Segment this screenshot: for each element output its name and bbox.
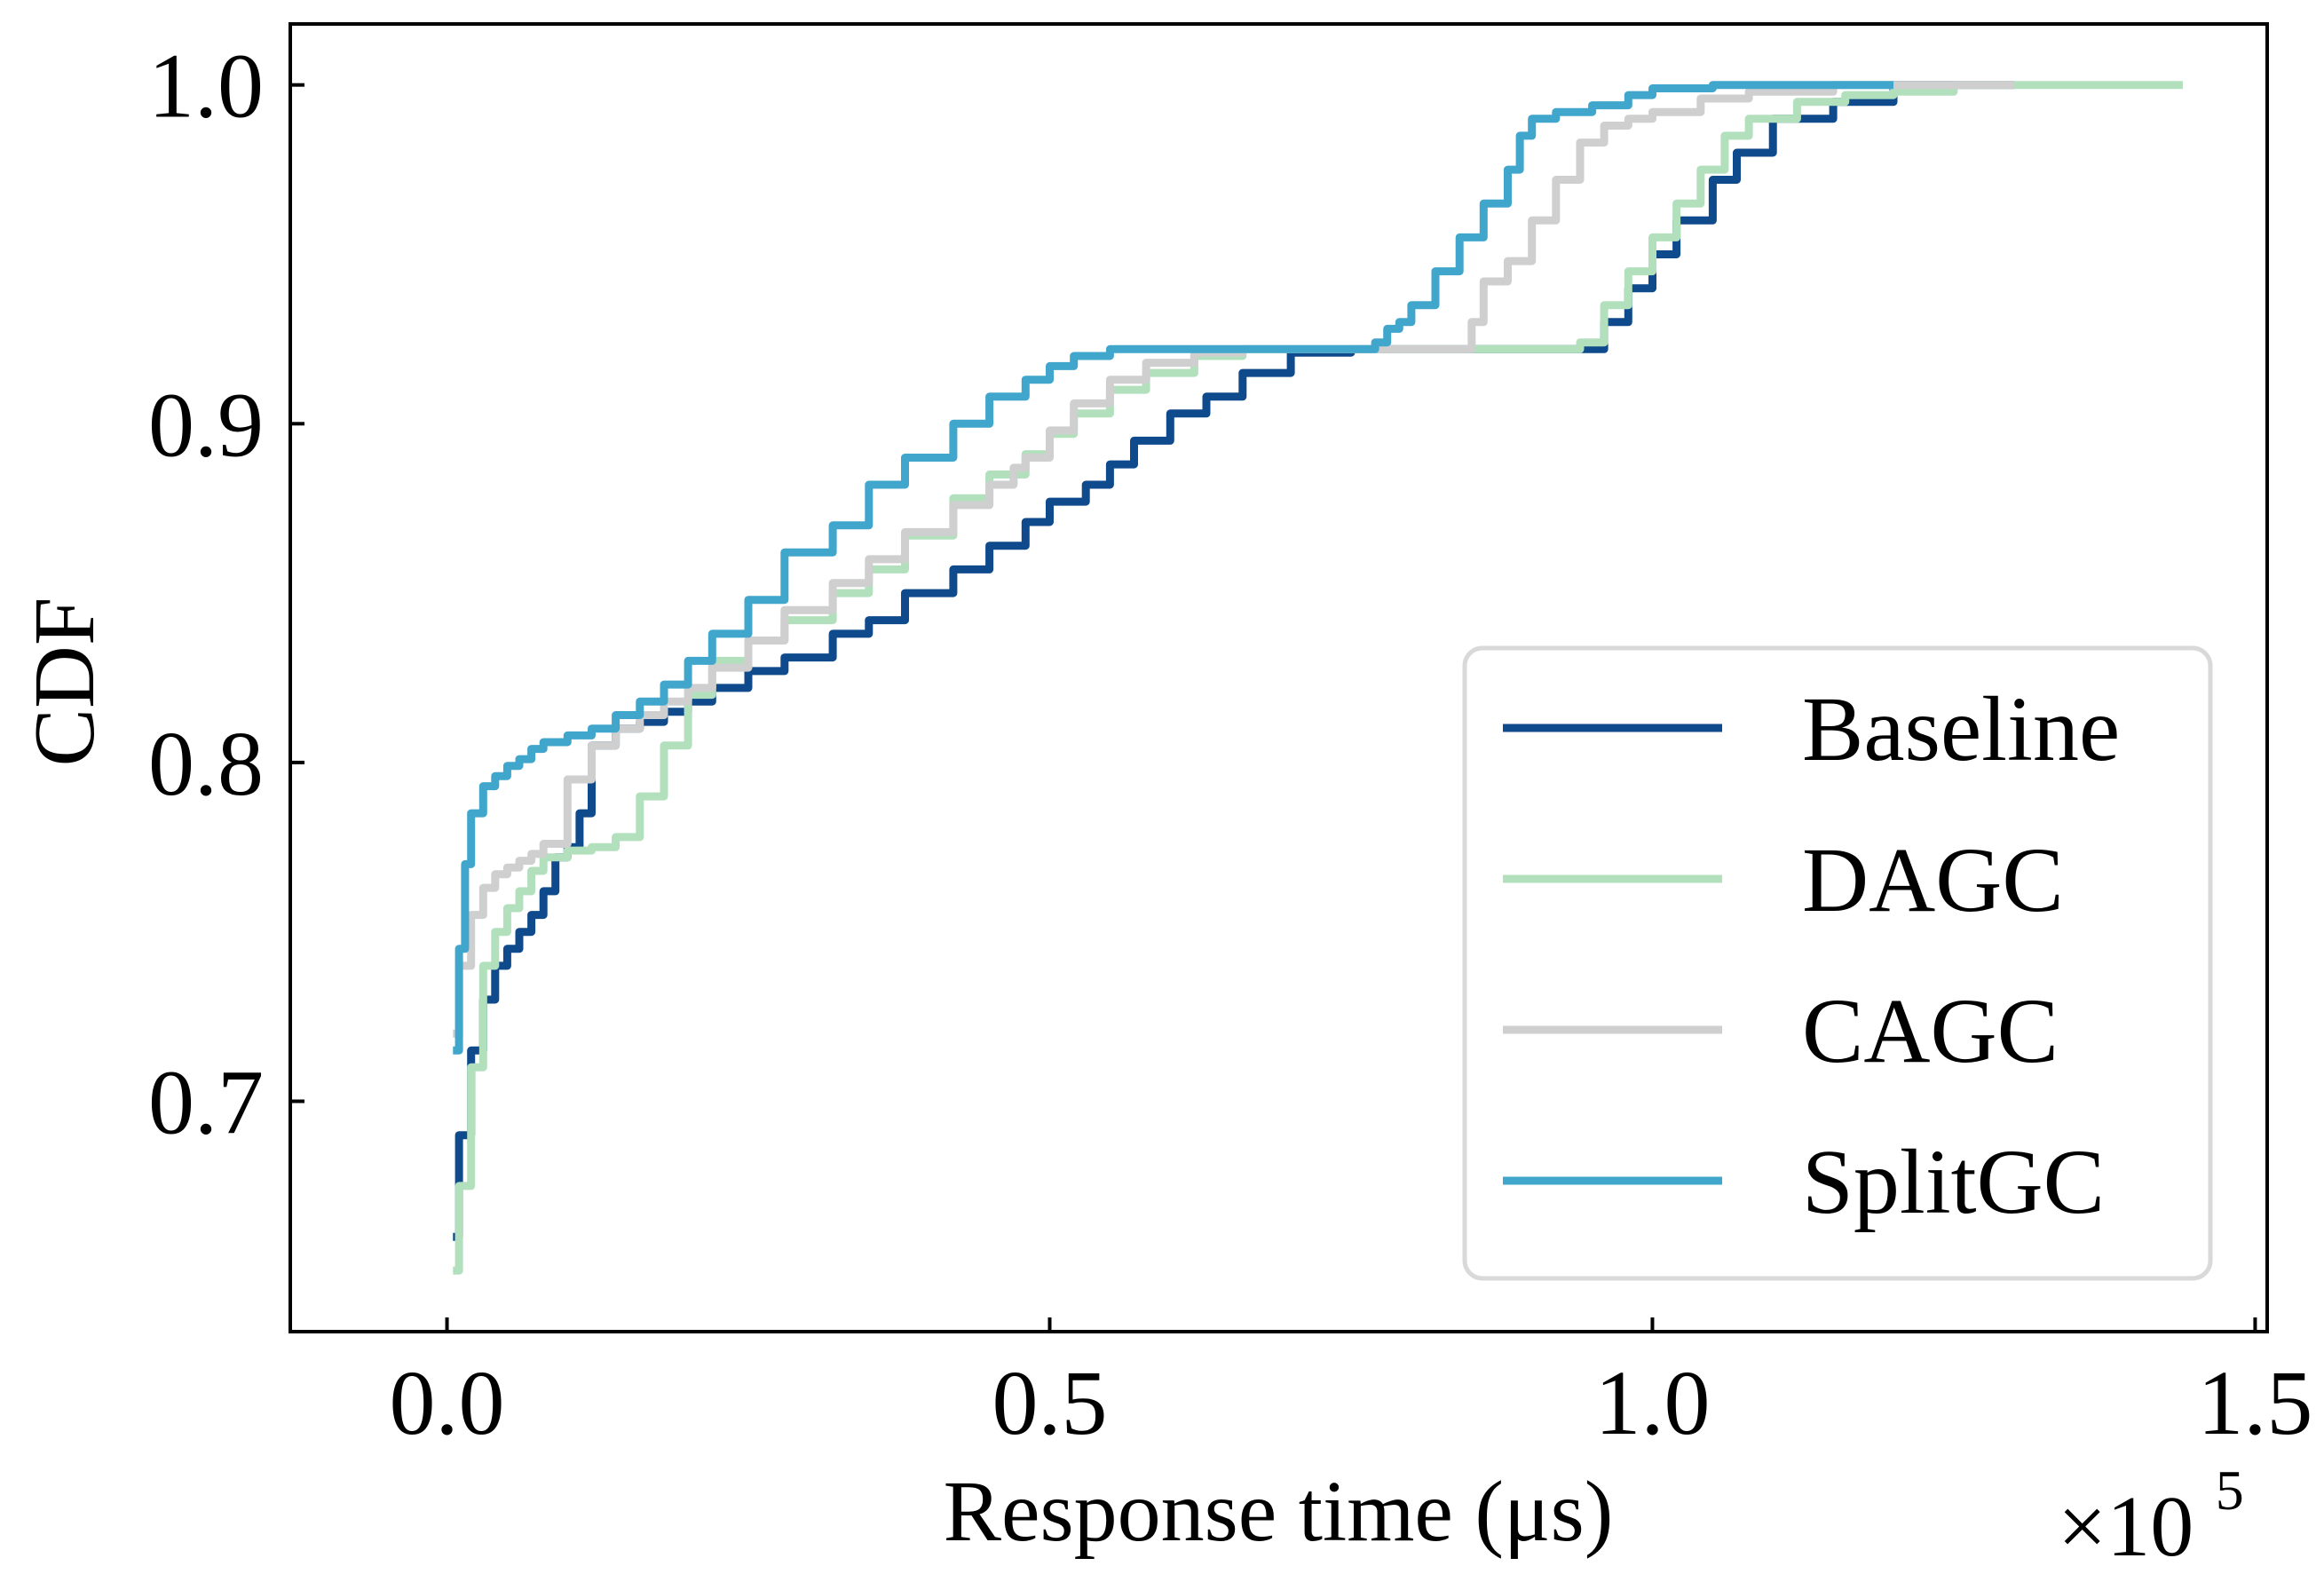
series-line-baseline <box>453 81 2014 1241</box>
legend: Baseline DAGC CAGC SplitGC <box>1462 645 2213 1281</box>
ticks-layer: 0.0 0.5 1.0 1.5 0.7 0.8 0.9 1.0 <box>148 36 2312 1454</box>
y-tick-label: 0.7 <box>148 1052 264 1154</box>
legend-label-cagc: CAGC <box>1802 980 2059 1082</box>
series-line-splitgc <box>453 81 1893 1055</box>
y-tick-label: 0.8 <box>148 713 264 815</box>
x-tick-label: 0.0 <box>390 1352 505 1454</box>
x-tick-label: 1.5 <box>2197 1352 2312 1454</box>
x-axis-label: Response time (μs) <box>944 1464 1614 1560</box>
x-axis-multiplier: ×10 5 <box>2058 1459 2244 1574</box>
x-tick-label: 0.5 <box>992 1352 1107 1454</box>
legend-label-splitgc: SplitGC <box>1802 1131 2105 1233</box>
y-tick-label: 1.0 <box>148 36 264 138</box>
x-axis-multiplier-exponent: 5 <box>2216 1459 2244 1522</box>
legend-label-baseline: Baseline <box>1802 678 2120 780</box>
plot-frame <box>289 22 2269 1333</box>
legend-label-dagc: DAGC <box>1802 829 2064 931</box>
y-axis-label: CDF <box>17 597 113 767</box>
series-line-cagc <box>453 81 2014 1038</box>
series-layer <box>453 81 2183 1275</box>
x-axis-multiplier-base: ×10 <box>2058 1479 2194 1574</box>
y-tick-label: 0.9 <box>148 374 264 476</box>
x-tick-label: 1.0 <box>1594 1352 1710 1454</box>
legend-box <box>1462 645 2213 1281</box>
